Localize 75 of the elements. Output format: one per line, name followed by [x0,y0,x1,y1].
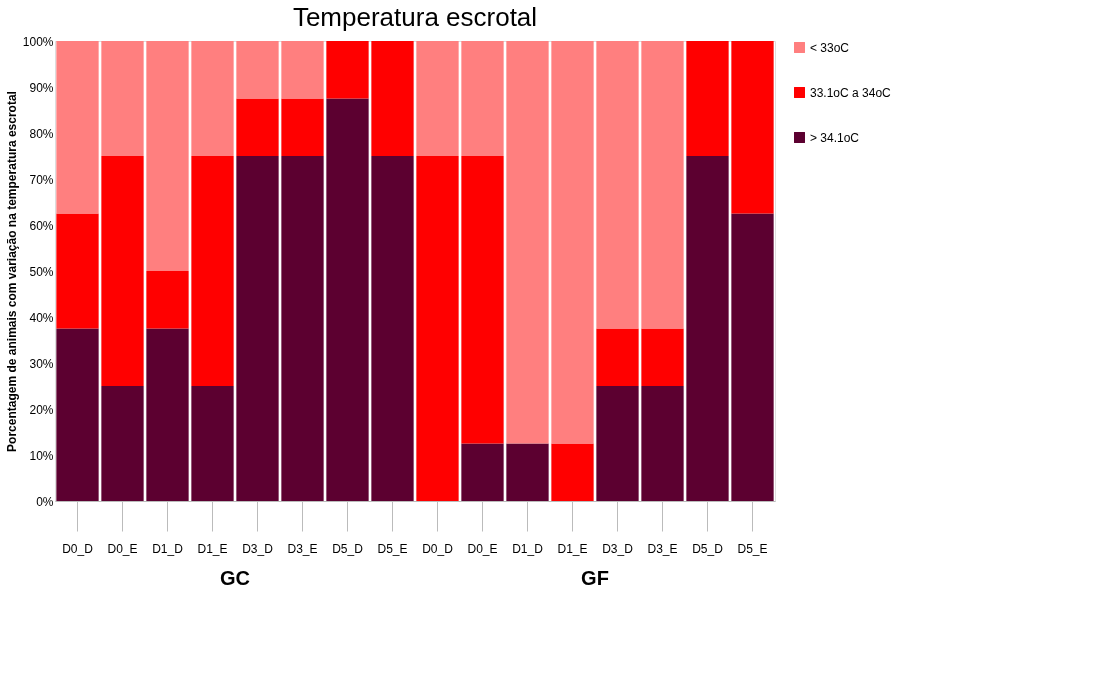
x-tick-label: D5_E [377,541,408,556]
y-tick-label: 50% [29,264,54,279]
bar [461,156,504,444]
bar [551,41,594,444]
bar [371,156,414,501]
bar [236,41,279,99]
legend-label: 33.1oC a 34oC [810,85,892,100]
bar [641,41,684,329]
x-tick-label: D1_D [152,541,184,556]
bar [731,213,774,501]
y-tick-label: 100% [22,34,54,49]
text: GC [220,567,250,589]
x-tick-label: D3_D [242,541,274,556]
bar [56,213,99,329]
x-tick-label: D3_E [647,541,678,556]
chart-title: Temperatura escrotal [292,2,538,32]
y-tick-label: 60% [29,218,54,233]
bar [416,41,459,156]
y-tick-label: 10% [29,448,54,463]
bar [146,271,189,329]
y-tick-label: 70% [29,172,54,187]
bar [596,41,639,329]
bar [326,98,369,501]
x-tick-label: D0_E [467,541,498,556]
bar [146,328,189,501]
x-tick-label: D5_D [332,541,364,556]
y-tick-label: 30% [29,356,54,371]
bar [596,328,639,386]
bar [506,41,549,444]
bar [596,386,639,501]
y-tick-label: 0% [36,494,54,509]
x-tick-label: D5_E [737,541,768,556]
bar [461,41,504,156]
bar [191,41,234,156]
x-tick-label: D0_D [62,541,94,556]
bar [236,156,279,501]
bar [101,386,144,501]
bar [56,41,99,214]
bar [191,386,234,501]
y-axis-title: Porcentagem de animais com variação na temperatura escrotal [4,91,19,452]
bar [641,386,684,501]
bar [326,41,369,99]
legend-label: < 33oC [810,40,850,55]
legend-label: > 34.1oC [810,130,860,145]
bar [101,41,144,156]
bar [641,328,684,386]
bar [686,156,729,501]
bar [686,41,729,156]
bar [236,98,279,156]
bar [416,156,459,501]
x-tick-label: D0_D [422,541,454,556]
text: GF [581,567,609,589]
y-tick-label: 80% [29,126,54,141]
bar [281,98,324,156]
bar [731,41,774,214]
bar [56,328,99,501]
bar [461,443,504,501]
x-tick-label: D0_E [107,541,138,556]
bar [146,41,189,271]
x-tick-label: D5_D [692,541,724,556]
y-tick-label: 20% [29,402,54,417]
bar [551,443,594,501]
bar [371,41,414,156]
bar [506,443,549,501]
bar [101,156,144,386]
bar [281,41,324,99]
bar [281,156,324,501]
x-tick-label: D1_E [197,541,228,556]
bar [191,156,234,386]
y-tick-label: 90% [29,80,54,95]
x-tick-label: D1_D [512,541,544,556]
x-tick-label: D3_D [602,541,634,556]
x-tick-label: D3_E [287,541,318,556]
y-tick-label: 40% [29,310,54,325]
x-tick-label: D1_E [557,541,588,556]
